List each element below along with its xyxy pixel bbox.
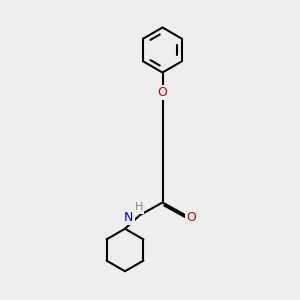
Text: O: O	[158, 86, 167, 99]
Text: N: N	[124, 211, 134, 224]
Text: H: H	[135, 202, 143, 212]
Text: O: O	[186, 211, 196, 224]
